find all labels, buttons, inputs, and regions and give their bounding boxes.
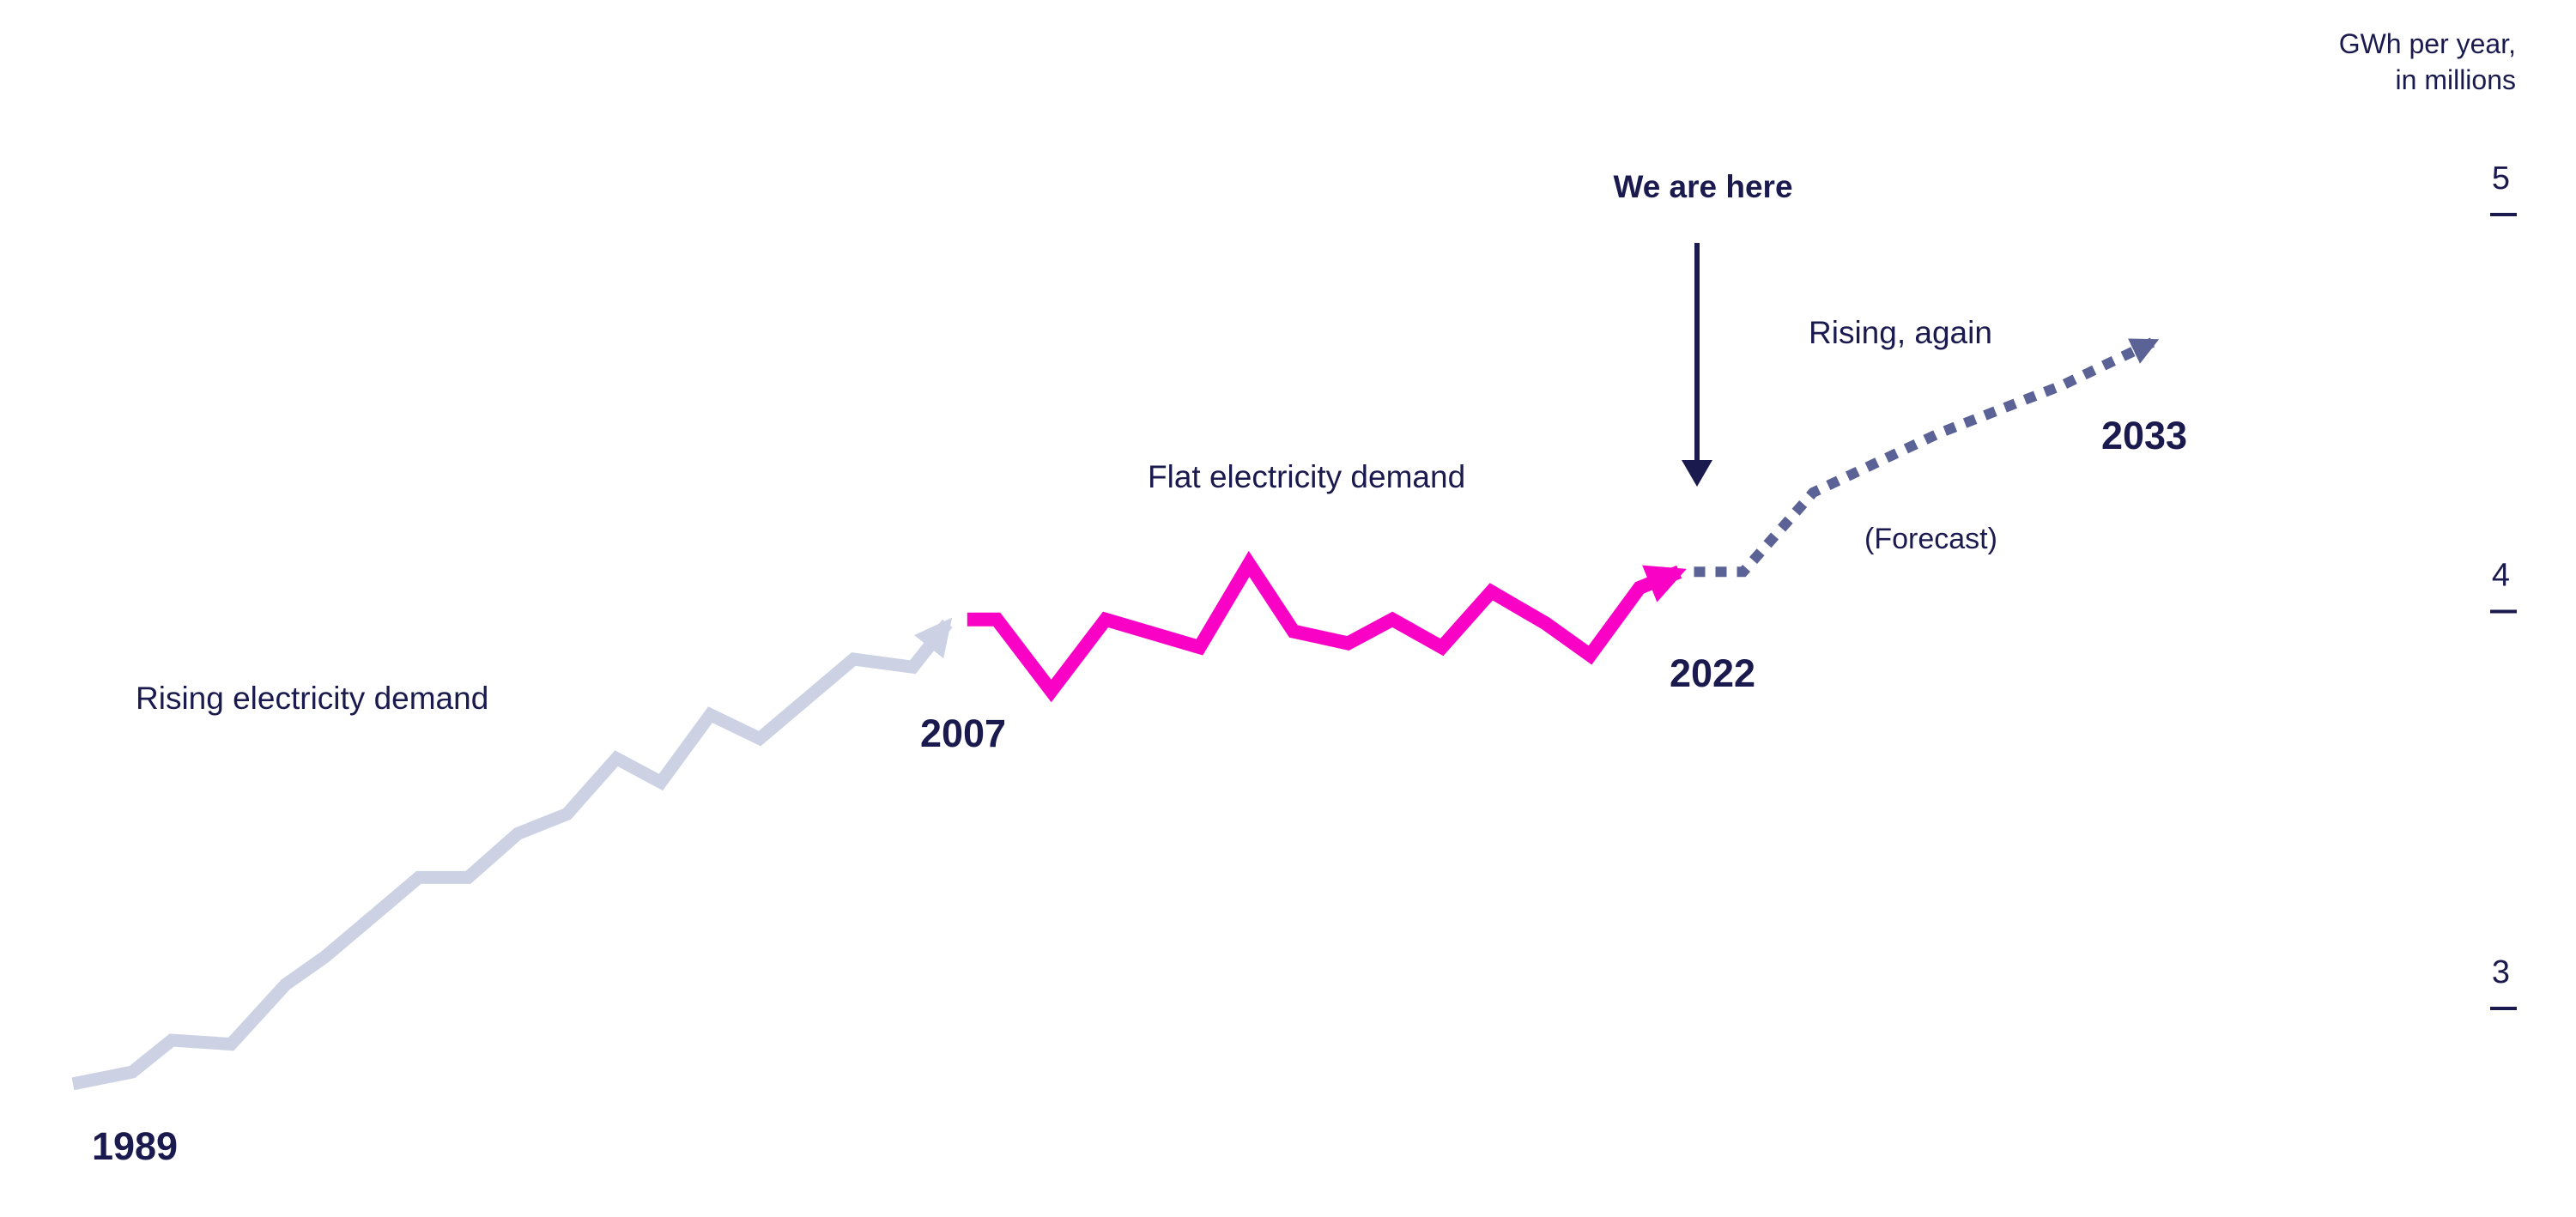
phase-label-rising: Rising electricity demand — [136, 681, 488, 716]
forecast-note: (Forecast) — [1864, 523, 1997, 555]
forecast-demand-dotted-line — [1694, 336, 2160, 578]
phase-label-rising-again: Rising, again — [1809, 315, 1992, 350]
y-axis-title-line1: GWh per year, — [2339, 28, 2516, 59]
year-label-2007: 2007 — [920, 711, 1006, 755]
y-axis-label-5: 5 — [2492, 160, 2510, 197]
we-are-here-label: We are here — [1613, 169, 1792, 204]
we-are-here-down-arrow — [1682, 243, 1712, 487]
y-axis-title-line2: in millions — [2396, 64, 2516, 95]
rising-demand-line — [71, 617, 953, 1091]
down-arrow-head-icon — [1682, 460, 1712, 487]
year-label-2033: 2033 — [2101, 414, 2187, 457]
flat-demand-line — [967, 550, 1687, 703]
y-axis-label-3: 3 — [2492, 954, 2510, 990]
phase-label-flat: Flat electricity demand — [1148, 459, 1465, 494]
year-label-2022: 2022 — [1670, 651, 1755, 695]
year-label-1989: 1989 — [92, 1124, 178, 1168]
y-axis-label-4: 4 — [2492, 558, 2510, 594]
